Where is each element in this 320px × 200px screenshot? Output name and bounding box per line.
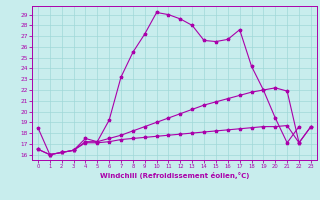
X-axis label: Windchill (Refroidissement éolien,°C): Windchill (Refroidissement éolien,°C): [100, 172, 249, 179]
